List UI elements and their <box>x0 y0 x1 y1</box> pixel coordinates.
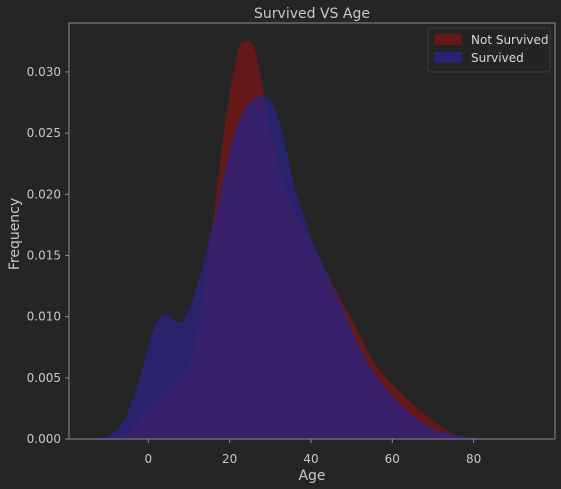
x-tick-label: 0 <box>144 452 152 466</box>
y-axis-title: Frequency <box>7 198 23 270</box>
chart-title: Survived VS Age <box>254 6 370 22</box>
legend: Not Survived Survived <box>427 27 551 73</box>
y-tick-label: 0.015 <box>27 248 61 262</box>
y-tick-label: 0.010 <box>27 310 61 324</box>
y-tick-label: 0.030 <box>27 65 61 79</box>
legend-swatch-not-survived <box>434 34 462 45</box>
legend-label: Not Survived <box>471 33 549 47</box>
legend-swatch-survived <box>434 52 462 63</box>
axes-frame <box>68 22 556 440</box>
y-axis-ticks: 0.000 0.005 0.010 0.015 0.020 0.025 0.030 <box>27 65 69 446</box>
x-axis-title: Age <box>298 468 325 484</box>
y-tick-label: 0.025 <box>27 126 61 140</box>
x-axis-ticks: 0 20 40 60 80 <box>144 439 481 466</box>
legend-label: Survived <box>471 51 524 65</box>
y-tick-label: 0.020 <box>27 187 61 201</box>
density-area-survived <box>95 96 507 439</box>
density-areas <box>95 40 507 440</box>
x-tick-label: 20 <box>222 452 237 466</box>
x-tick-label: 80 <box>466 452 481 466</box>
y-tick-label: 0.005 <box>27 371 61 385</box>
y-tick-label: 0.000 <box>27 432 61 446</box>
x-tick-label: 40 <box>303 452 318 466</box>
x-tick-label: 60 <box>385 452 400 466</box>
